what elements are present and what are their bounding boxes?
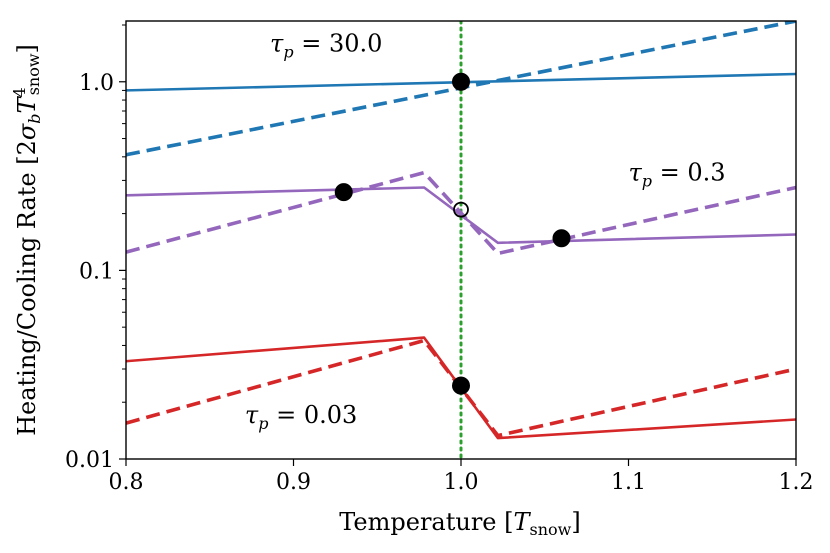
stable-equilibrium-point (334, 183, 353, 202)
unstable-equilibrium-point (453, 201, 469, 218)
annotations: τp = 30.0 τp = 0.3 τp = 0.03 (245, 29, 726, 433)
annotation-tau30: τp = 30.0 (270, 29, 382, 61)
annotation-tau03: τp = 0.3 (629, 158, 726, 190)
equilibrium-markers (334, 72, 571, 395)
y-tick-label: 1.0 (79, 71, 114, 96)
x-tick-label: 1.1 (611, 470, 646, 495)
x-axis-title: Temperature [Tsnow] (339, 508, 580, 539)
y-tick-label: 0.01 (65, 448, 114, 473)
x-tick-label: 1.2 (779, 470, 814, 495)
x-tick-label: 1.0 (444, 470, 479, 495)
x-tick-label: 0.8 (109, 470, 144, 495)
y-axis-title: Heating/Cooling Rate [2σbT4snow] (10, 44, 44, 436)
stable-equilibrium-point (452, 72, 470, 91)
annotation-tau003: τp = 0.03 (245, 401, 357, 433)
y-tick-label: 0.1 (79, 259, 114, 284)
x-tick-label: 0.9 (276, 470, 311, 495)
stable-equilibrium-point (552, 229, 571, 248)
stable-equilibrium-point (452, 376, 470, 395)
ticks: 0.8 0.9 1.0 1.1 1.2 0.01 0.1 1.0 (65, 24, 814, 495)
series-line (126, 170, 796, 256)
